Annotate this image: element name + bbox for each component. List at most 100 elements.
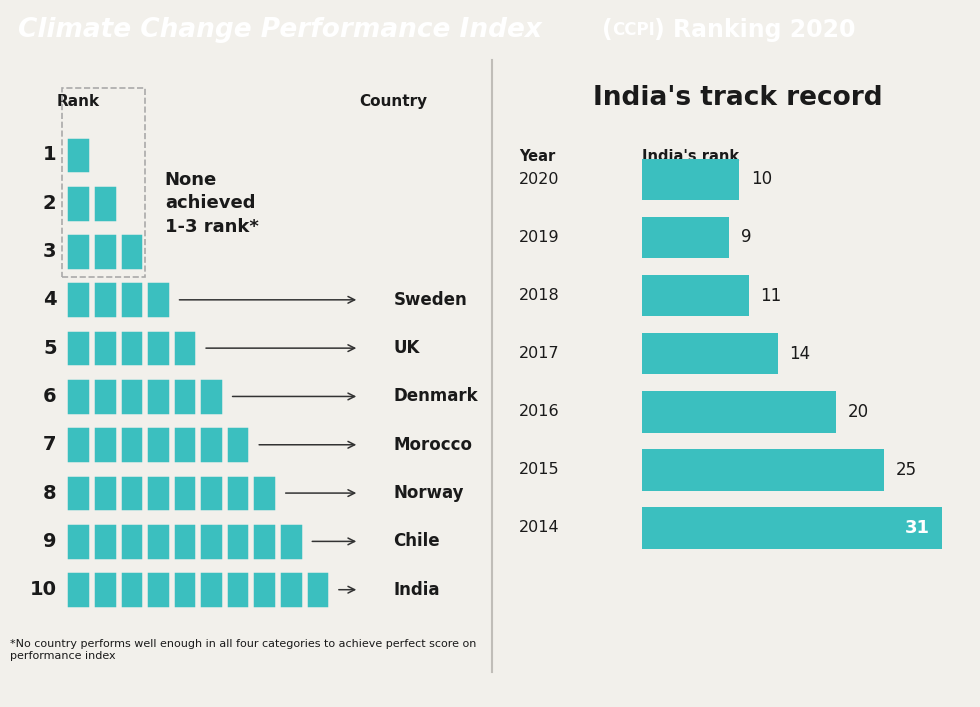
Bar	[93, 329, 117, 366]
Bar	[253, 523, 276, 560]
Bar	[67, 329, 90, 366]
Text: 2: 2	[43, 194, 57, 213]
Bar	[63, 88, 145, 277]
Text: Morocco: Morocco	[394, 436, 472, 454]
Bar	[199, 523, 222, 560]
Bar	[67, 185, 90, 221]
Bar	[93, 426, 117, 463]
Bar	[172, 523, 196, 560]
Bar	[225, 523, 250, 560]
Bar	[225, 474, 250, 511]
Bar	[643, 449, 884, 491]
Text: 11: 11	[760, 286, 782, 305]
Bar	[120, 281, 143, 318]
Bar	[279, 571, 303, 608]
Text: *No country performs well enough in all four categories to achieve perfect score: *No country performs well enough in all …	[10, 639, 476, 660]
Bar	[253, 571, 276, 608]
Bar	[172, 426, 196, 463]
Text: Rank: Rank	[57, 94, 100, 109]
Text: Year: Year	[518, 148, 555, 164]
Bar	[643, 391, 836, 433]
Bar	[199, 474, 222, 511]
Text: 10: 10	[751, 170, 772, 188]
Bar	[93, 523, 117, 560]
Bar	[146, 378, 170, 415]
Bar	[172, 571, 196, 608]
Text: 2019: 2019	[518, 230, 560, 245]
Text: Country: Country	[360, 94, 427, 109]
Text: 7: 7	[43, 436, 57, 455]
Bar	[199, 571, 222, 608]
Bar	[146, 329, 170, 366]
Bar	[93, 571, 117, 608]
Text: 14: 14	[790, 344, 810, 363]
Bar	[93, 281, 117, 318]
Bar	[199, 426, 222, 463]
Bar	[146, 523, 170, 560]
Text: India's rank: India's rank	[643, 148, 740, 164]
Bar	[643, 275, 749, 316]
Text: India: India	[394, 580, 440, 599]
Bar	[67, 523, 90, 560]
Text: Norway: Norway	[394, 484, 465, 502]
Bar	[93, 233, 117, 270]
Bar	[67, 571, 90, 608]
Text: Chile: Chile	[394, 532, 440, 550]
Text: CCPI: CCPI	[612, 21, 656, 39]
Text: Sweden: Sweden	[394, 291, 467, 309]
Text: 31: 31	[905, 519, 930, 537]
Bar	[120, 523, 143, 560]
Text: 10: 10	[29, 580, 57, 600]
Bar	[643, 158, 739, 200]
Text: 2017: 2017	[518, 346, 560, 361]
Text: 2016: 2016	[518, 404, 560, 419]
Bar	[306, 571, 329, 608]
Text: 9: 9	[43, 532, 57, 551]
Text: 20: 20	[848, 403, 868, 421]
Bar	[67, 281, 90, 318]
Bar	[67, 426, 90, 463]
Bar	[93, 474, 117, 511]
Text: 5: 5	[43, 339, 57, 358]
Bar	[120, 329, 143, 366]
Text: None
achieved
1-3 rank*: None achieved 1-3 rank*	[165, 170, 259, 236]
Text: (: (	[602, 18, 612, 42]
Text: 2018: 2018	[518, 288, 560, 303]
Text: UK: UK	[394, 339, 420, 357]
Text: 2014: 2014	[518, 520, 560, 535]
Bar	[120, 474, 143, 511]
Bar	[120, 378, 143, 415]
Bar	[120, 571, 143, 608]
Bar	[146, 474, 170, 511]
Text: 6: 6	[43, 387, 57, 406]
Bar	[93, 378, 117, 415]
Text: India's track record: India's track record	[593, 85, 882, 110]
Text: 4: 4	[43, 291, 57, 310]
Bar	[67, 474, 90, 511]
Text: 2020: 2020	[518, 172, 560, 187]
Text: Denmark: Denmark	[394, 387, 478, 405]
Bar	[120, 426, 143, 463]
Bar	[253, 474, 276, 511]
Bar	[199, 378, 222, 415]
Text: 8: 8	[43, 484, 57, 503]
Bar	[146, 571, 170, 608]
Bar	[225, 426, 250, 463]
Bar	[172, 378, 196, 415]
Text: 25: 25	[896, 461, 917, 479]
Bar	[93, 185, 117, 221]
Bar	[120, 233, 143, 270]
Bar	[225, 571, 250, 608]
Bar	[67, 233, 90, 270]
Bar	[146, 426, 170, 463]
Bar	[146, 281, 170, 318]
Bar	[172, 329, 196, 366]
Bar	[643, 216, 729, 258]
Bar	[172, 474, 196, 511]
Text: ) Ranking 2020: ) Ranking 2020	[654, 18, 856, 42]
Bar	[67, 378, 90, 415]
Text: 9: 9	[741, 228, 752, 247]
Text: 3: 3	[43, 242, 57, 261]
Text: Climate Change Performance Index: Climate Change Performance Index	[18, 17, 551, 43]
Bar	[643, 507, 942, 549]
